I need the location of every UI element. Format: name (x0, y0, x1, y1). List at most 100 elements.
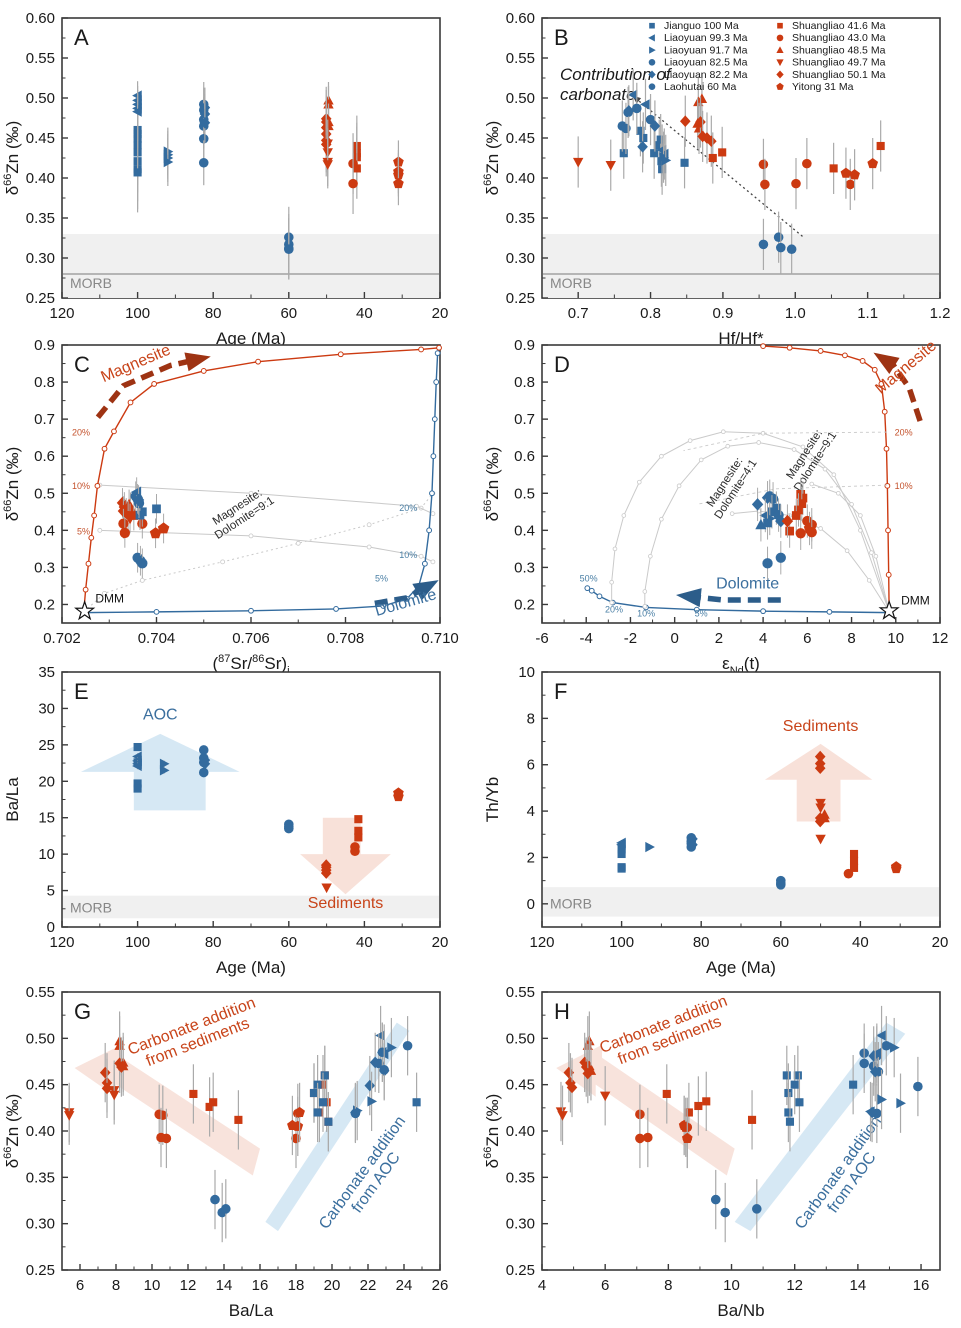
x-tick-label: 24 (396, 1277, 413, 1294)
data-point-diamond (623, 104, 635, 117)
y-axis-label: δ66Zn (‰) (482, 1094, 502, 1169)
data-point-down-triangle (64, 1111, 75, 1121)
y-tick-label: 0.60 (26, 10, 55, 27)
mixing-tick (687, 438, 693, 443)
data-point-square (772, 503, 781, 513)
data-point-square (133, 168, 142, 177)
data-point-square (718, 148, 727, 157)
series-yitong-31-ma (890, 861, 902, 874)
data-point-pentagon (292, 1120, 304, 1131)
mixing-tick (822, 466, 828, 472)
x-tick-label: 10 (144, 1277, 161, 1294)
data-point-circle (379, 1065, 389, 1075)
data-point-circle (806, 527, 817, 538)
morb-label: MORB (550, 896, 592, 912)
y-tick-label: 0.55 (506, 50, 535, 67)
x-tick-label: 12 (180, 1277, 197, 1294)
aoc-annotation: AOC (143, 706, 178, 723)
pct-label: 50% (580, 573, 598, 583)
data-point-square (133, 742, 142, 752)
data-point-square (152, 504, 161, 514)
data-point-square (791, 511, 801, 520)
data-point-diamond (320, 867, 332, 879)
data-point-square (849, 849, 859, 859)
morb-band (543, 887, 939, 917)
y-tick-label: 2 (527, 849, 535, 866)
morb-label: MORB (70, 899, 112, 915)
morb-band (63, 234, 439, 298)
mixing-tick (220, 559, 226, 565)
data-point-circle (758, 159, 769, 170)
series-liaoyuan-91-7-ma (645, 841, 655, 853)
mixing-curve-node (871, 366, 878, 373)
magnesite-arrow-head (184, 352, 211, 372)
data-point-square (650, 149, 659, 158)
data-point-right-triangle (896, 1098, 906, 1109)
data-point-circle (377, 1047, 388, 1058)
panel-B: MORB 0.7 0.8 0.9 1.0 1.1 1.2 0.25 0.30 0.35 0.40 0.… (482, 10, 950, 348)
series-shuangliao-49-7-ma (322, 119, 333, 189)
mixing-curve-node (151, 381, 158, 387)
panel-F: MORB 120 100 80 60 40 20 0 2 4 6 8 10 F Age (Ma) Th/Yb S… (483, 664, 948, 977)
mixing-tick (756, 440, 761, 445)
data-point-square (354, 815, 363, 824)
y-tick-label: 0.50 (506, 1030, 535, 1047)
y-tick-label: 0.30 (26, 1216, 55, 1233)
x-tick-label: 14 (850, 1277, 867, 1294)
dolomite-arrow-head (675, 588, 702, 608)
x-tick-label: 22 (360, 1277, 377, 1294)
mixing-tick (248, 533, 254, 539)
mixing-curve-node (817, 348, 824, 354)
mixing-tick (721, 429, 726, 435)
data-point-circle (795, 528, 806, 539)
series-shuangliao-43-0-ma (758, 138, 856, 210)
x-tick-label: 0.8 (640, 305, 661, 322)
x-tick-label: 10 (887, 630, 904, 647)
panel-letter: C (74, 352, 90, 377)
mixing-tick (831, 472, 837, 478)
mixing-tick (729, 511, 735, 516)
x-tick-label: 80 (205, 305, 222, 322)
data-point-down-triangle (109, 1090, 120, 1101)
mixing-curve-intermediate (83, 492, 434, 613)
mixing-curve-node (91, 512, 98, 519)
legend-label: Shuangliao 41.6 Ma (792, 20, 886, 32)
data-point-circle (776, 880, 786, 890)
mixing-curve-node (127, 399, 134, 406)
legend-label: Liaoyuan 99.3 Ma (664, 32, 748, 44)
data-point-circle (402, 1040, 413, 1051)
data-point-pentagon (157, 522, 170, 534)
y-tick-label: 0.55 (506, 984, 535, 1001)
x-tick-label: 40 (356, 934, 373, 951)
mixing-curve-node (255, 358, 261, 365)
legend-label: Shuangliao 50.1 Ma (792, 69, 886, 81)
data-point-square (876, 141, 885, 151)
legend-label: Liaoyuan 91.7 Ma (664, 44, 748, 56)
series-shuangliao-49-7-ma (555, 1066, 611, 1145)
y-tick-label: 0.35 (506, 1169, 535, 1186)
data-point-square (794, 505, 803, 515)
pct-label: 20% (72, 427, 90, 437)
data-point-square (785, 1117, 795, 1126)
data-point-down-triangle (776, 59, 784, 67)
data-point-right-triangle (387, 1042, 397, 1053)
contribution-annotation-line2: carbonate (560, 85, 636, 104)
data-point-circle (221, 1204, 231, 1214)
series-laohutai-60-ma (710, 1169, 762, 1243)
data-point-square (320, 1071, 329, 1080)
data-point-diamond (866, 1106, 878, 1119)
data-point-square (655, 141, 664, 150)
mixing-curve-node (584, 585, 591, 592)
mixing-curve-node (881, 408, 888, 415)
data-point-circle (284, 823, 294, 834)
mixing-tick (430, 559, 436, 565)
series-shuangliao-43-0-ma (843, 868, 854, 879)
mixing-curve-node (878, 381, 885, 387)
data-point-diamond (364, 1079, 376, 1092)
x-tick-label: 60 (280, 305, 297, 322)
y-tick-label: 8 (527, 710, 535, 727)
x-tick-label: 0.708 (327, 630, 365, 647)
data-point-circle (137, 558, 148, 569)
series-shuangliao-41-6-ma (354, 815, 363, 842)
sediments-arrow-shape (764, 743, 873, 822)
